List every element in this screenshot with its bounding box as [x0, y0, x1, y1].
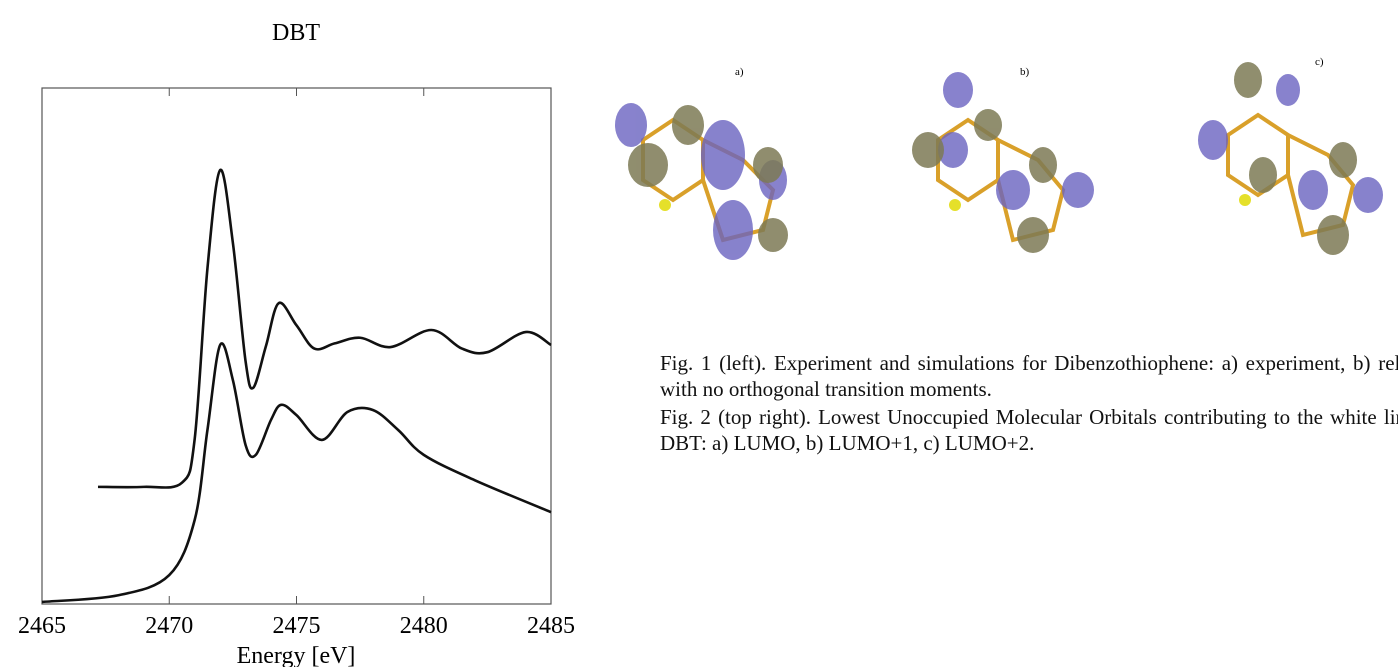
x-tick-label: 2470 [145, 613, 193, 639]
x-tick-label: 2475 [273, 613, 321, 639]
x-tick-label: 2465 [18, 613, 66, 639]
orbital-b [912, 72, 1094, 253]
caption-paragraph: Fig. 1 (left). Experiment and simulation… [660, 350, 1398, 402]
caption-paragraph: Fig. 2 (top right). Lowest Unoccupied Mo… [660, 404, 1398, 456]
plot-frame [42, 88, 551, 604]
orbital-c [1198, 62, 1383, 255]
orbital-label: b) [1020, 66, 1030, 78]
chart-title: DBT [272, 20, 320, 46]
orbital-label: a) [735, 66, 744, 78]
orbital-label: c) [1315, 56, 1324, 68]
caption: Fig. 1 (left). Experiment and simulation… [660, 350, 1398, 458]
page: DBT Energy [eV] 2465 2470 2475 2480 2485 a) … [0, 0, 1398, 667]
x-tick-label: 2485 [527, 613, 575, 639]
x-axis-label: Energy [eV] [237, 643, 356, 667]
orbital-a [615, 103, 788, 260]
orbital-figures: a) b) c) [598, 0, 1398, 330]
x-tick-label: 2480 [400, 613, 448, 639]
chart: DBT Energy [eV] 2465 2470 2475 2480 2485 [0, 0, 600, 667]
data-line [42, 343, 551, 602]
